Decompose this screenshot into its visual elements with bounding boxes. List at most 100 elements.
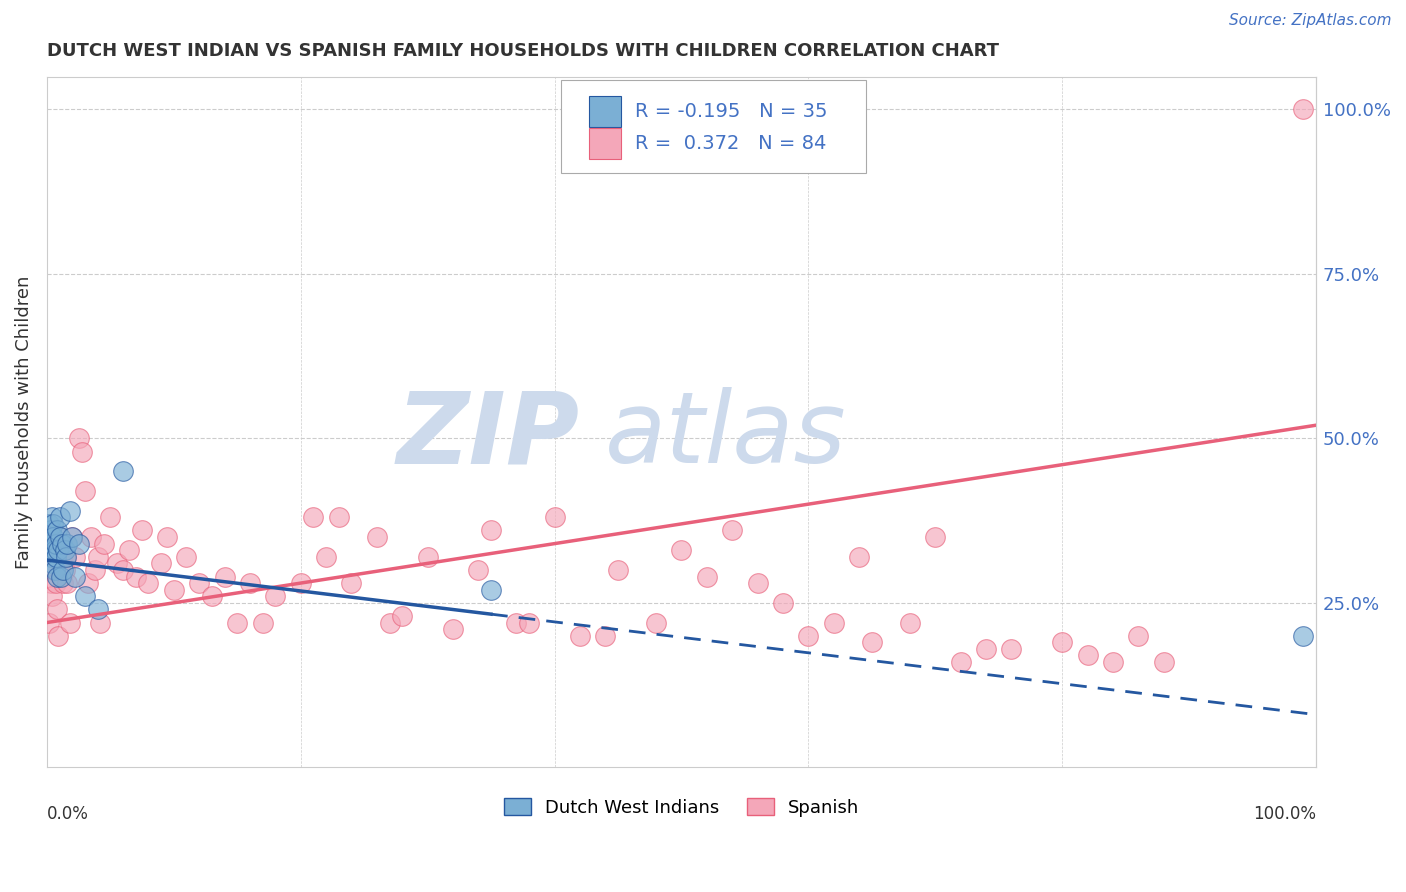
Point	[924, 530, 946, 544]
Point	[49, 563, 72, 577]
Point	[45, 549, 67, 564]
Legend: Dutch West Indians, Spanish: Dutch West Indians, Spanish	[496, 791, 866, 824]
Point	[112, 563, 135, 577]
Point	[46, 602, 69, 616]
Point	[52, 576, 75, 591]
Point	[340, 576, 363, 591]
Point	[48, 530, 70, 544]
Point	[55, 549, 77, 564]
Text: atlas: atlas	[606, 387, 846, 484]
Point	[131, 524, 153, 538]
Point	[59, 504, 82, 518]
Point	[1102, 655, 1125, 669]
Point	[98, 510, 121, 524]
Point	[595, 629, 617, 643]
Point	[59, 615, 82, 630]
Text: Source: ZipAtlas.com: Source: ZipAtlas.com	[1229, 13, 1392, 29]
Point	[290, 576, 312, 591]
Point	[105, 557, 128, 571]
Point	[44, 543, 66, 558]
Point	[45, 536, 67, 550]
Point	[73, 483, 96, 498]
Point	[1292, 103, 1315, 117]
Point	[53, 543, 76, 558]
Point	[163, 582, 186, 597]
Point	[45, 576, 67, 591]
Point	[60, 530, 83, 544]
Point	[44, 563, 66, 577]
Point	[49, 569, 72, 583]
Point	[76, 576, 98, 591]
Point	[479, 524, 502, 538]
Point	[543, 510, 565, 524]
Point	[156, 530, 179, 544]
Point	[52, 563, 75, 577]
FancyBboxPatch shape	[589, 128, 620, 159]
Point	[125, 569, 148, 583]
Point	[86, 549, 108, 564]
Point	[328, 510, 350, 524]
Point	[55, 549, 77, 564]
Y-axis label: Family Households with Children: Family Households with Children	[15, 276, 32, 568]
Point	[56, 536, 79, 550]
Text: DUTCH WEST INDIAN VS SPANISH FAMILY HOUSEHOLDS WITH CHILDREN CORRELATION CHART: DUTCH WEST INDIAN VS SPANISH FAMILY HOUS…	[46, 42, 998, 60]
Point	[479, 582, 502, 597]
Point	[797, 629, 820, 643]
Point	[38, 516, 60, 531]
Point	[366, 530, 388, 544]
Point	[416, 549, 439, 564]
FancyBboxPatch shape	[561, 80, 866, 173]
Point	[86, 602, 108, 616]
Point	[39, 576, 62, 591]
Point	[112, 464, 135, 478]
Point	[118, 543, 141, 558]
Point	[72, 444, 94, 458]
Point	[67, 536, 90, 550]
Point	[848, 549, 870, 564]
Point	[46, 629, 69, 643]
Point	[48, 530, 70, 544]
Text: R = -0.195   N = 35: R = -0.195 N = 35	[634, 102, 827, 120]
Point	[747, 576, 769, 591]
Point	[42, 563, 65, 577]
Point	[505, 615, 527, 630]
Point	[696, 569, 718, 583]
Point	[214, 569, 236, 583]
Point	[252, 615, 274, 630]
Point	[898, 615, 921, 630]
Point	[378, 615, 401, 630]
Point	[1000, 641, 1022, 656]
Point	[1128, 629, 1150, 643]
Point	[645, 615, 668, 630]
Point	[226, 615, 249, 630]
Point	[315, 549, 337, 564]
Point	[51, 536, 73, 550]
Point	[60, 530, 83, 544]
Point	[302, 510, 325, 524]
Point	[772, 596, 794, 610]
Point	[46, 569, 69, 583]
Point	[264, 589, 287, 603]
Point	[441, 622, 464, 636]
Point	[671, 543, 693, 558]
Point	[89, 615, 111, 630]
Point	[176, 549, 198, 564]
Point	[823, 615, 845, 630]
Text: 100.0%: 100.0%	[1253, 805, 1316, 823]
Point	[44, 549, 66, 564]
Point	[568, 629, 591, 643]
Point	[63, 549, 86, 564]
Text: ZIP: ZIP	[396, 387, 579, 484]
Point	[721, 524, 744, 538]
Point	[391, 609, 413, 624]
Point	[467, 563, 489, 577]
Point	[1153, 655, 1175, 669]
FancyBboxPatch shape	[589, 95, 620, 127]
Point	[37, 543, 59, 558]
Point	[974, 641, 997, 656]
Point	[63, 569, 86, 583]
Point	[73, 589, 96, 603]
Point	[38, 615, 60, 630]
Point	[517, 615, 540, 630]
Point	[201, 589, 224, 603]
